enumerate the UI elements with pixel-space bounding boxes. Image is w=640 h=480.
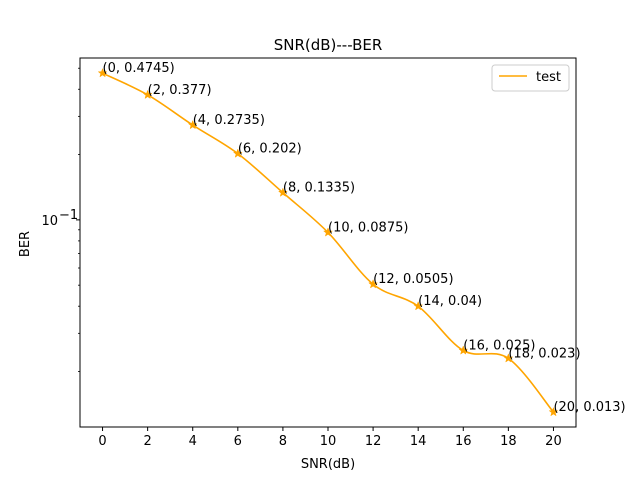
data-point: [97, 67, 108, 78]
x-tick-label: 14: [410, 434, 427, 449]
data-annotation: (16, 0.025): [463, 338, 535, 353]
data-annotation: (18, 0.023): [508, 346, 580, 361]
data-annotation: (6, 0.202): [238, 142, 302, 157]
data-point: [503, 353, 514, 363]
y-tick-exponent: −1: [59, 208, 78, 223]
x-axis-label: SNR(dB): [301, 457, 355, 472]
data-point: [232, 148, 243, 158]
data-annotation: (12, 0.0505): [373, 272, 453, 287]
legend-label-test: test: [536, 70, 561, 85]
data-annotation: (0, 0.4745): [103, 61, 175, 76]
data-point: [413, 300, 424, 311]
data-point: [277, 187, 288, 197]
x-tick-label: 4: [189, 434, 197, 449]
x-tick-label: 16: [455, 434, 472, 449]
x-tick-label: 10: [320, 434, 337, 449]
data-annotation: (14, 0.04): [418, 294, 482, 309]
x-tick-label: 12: [365, 434, 382, 449]
plot-area: (0, 0.4745) (2, 0.377) (4, 0.2735) (6, 0.20…: [97, 61, 626, 417]
x-axis-ticks: 0 2 4 6 8 10 12 14 16 18 20: [98, 427, 562, 449]
y-tick-label: 10: [41, 214, 58, 229]
data-point: [142, 89, 153, 100]
x-tick-label: 18: [500, 434, 517, 449]
x-tick-label: 2: [143, 434, 151, 449]
x-tick-label: 20: [545, 434, 562, 449]
data-point: [323, 227, 333, 237]
data-annotation: (8, 0.1335): [283, 181, 355, 196]
data-point: [548, 406, 559, 417]
y-axis-label: BER: [18, 231, 33, 257]
data-annotation: (10, 0.0875): [328, 220, 408, 235]
chart-title: SNR(dB)---BER: [274, 36, 383, 54]
data-annotation: (2, 0.377): [148, 83, 212, 98]
data-point: [458, 345, 469, 355]
data-annotation: (4, 0.2735): [193, 113, 265, 128]
x-tick-label: 6: [234, 434, 242, 449]
data-point: [187, 119, 198, 130]
data-point: [368, 279, 379, 289]
x-tick-label: 0: [98, 434, 106, 449]
legend: test: [491, 64, 570, 92]
axes-frame: [79, 57, 577, 428]
x-tick-label: 8: [279, 434, 287, 449]
legend-box: [491, 64, 570, 92]
data-annotation: (20, 0.013): [553, 400, 625, 415]
